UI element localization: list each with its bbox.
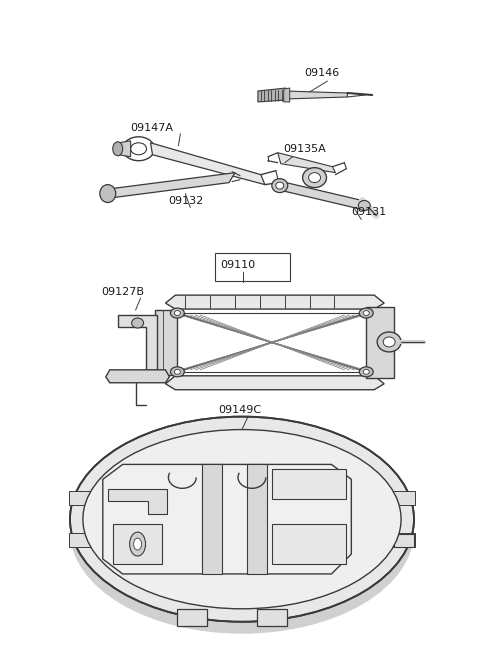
Polygon shape (106, 370, 169, 383)
Polygon shape (151, 143, 265, 185)
Ellipse shape (100, 185, 116, 202)
Ellipse shape (377, 332, 401, 352)
Polygon shape (394, 534, 414, 547)
Polygon shape (103, 464, 351, 574)
Polygon shape (278, 153, 336, 173)
Ellipse shape (130, 532, 145, 556)
Ellipse shape (131, 143, 146, 155)
Polygon shape (247, 464, 267, 574)
Text: 09135A: 09135A (283, 143, 325, 154)
Bar (215, 253, 290, 281)
Text: 09147A: 09147A (131, 123, 174, 133)
Ellipse shape (113, 141, 123, 156)
Polygon shape (178, 608, 207, 626)
Ellipse shape (170, 367, 184, 377)
Polygon shape (272, 470, 347, 499)
Text: 09127B: 09127B (101, 287, 144, 297)
Polygon shape (166, 376, 384, 390)
Ellipse shape (174, 369, 180, 374)
Polygon shape (258, 88, 286, 102)
Polygon shape (106, 173, 235, 198)
Text: 09131: 09131 (351, 208, 386, 217)
Ellipse shape (123, 137, 155, 160)
Ellipse shape (276, 182, 284, 189)
Polygon shape (231, 451, 253, 464)
Polygon shape (156, 310, 178, 375)
Polygon shape (393, 491, 415, 505)
Ellipse shape (83, 430, 401, 608)
Ellipse shape (132, 318, 144, 328)
Polygon shape (393, 533, 415, 547)
Ellipse shape (272, 179, 288, 193)
Ellipse shape (70, 428, 414, 633)
Polygon shape (366, 307, 394, 378)
Polygon shape (284, 88, 290, 102)
Ellipse shape (170, 308, 184, 318)
Ellipse shape (363, 369, 369, 374)
Text: 09149C: 09149C (218, 405, 261, 415)
Polygon shape (119, 141, 131, 157)
Polygon shape (113, 524, 162, 564)
Polygon shape (286, 91, 348, 99)
Ellipse shape (133, 538, 142, 550)
Ellipse shape (309, 173, 321, 183)
Ellipse shape (358, 200, 370, 210)
Ellipse shape (360, 367, 373, 377)
Polygon shape (70, 491, 91, 505)
Ellipse shape (86, 432, 398, 606)
Polygon shape (231, 574, 253, 588)
Polygon shape (118, 315, 157, 370)
Text: 09110: 09110 (220, 260, 255, 271)
Ellipse shape (174, 310, 180, 316)
Polygon shape (272, 524, 347, 564)
Ellipse shape (70, 417, 414, 622)
Ellipse shape (302, 168, 326, 187)
Polygon shape (70, 533, 91, 547)
Polygon shape (278, 181, 366, 210)
Polygon shape (202, 464, 222, 574)
Polygon shape (257, 608, 287, 626)
Ellipse shape (363, 310, 369, 316)
Polygon shape (166, 295, 384, 309)
Polygon shape (108, 489, 168, 514)
Ellipse shape (383, 337, 395, 347)
Text: 09132: 09132 (168, 196, 204, 206)
Text: 09146: 09146 (305, 68, 340, 78)
Ellipse shape (360, 308, 373, 318)
